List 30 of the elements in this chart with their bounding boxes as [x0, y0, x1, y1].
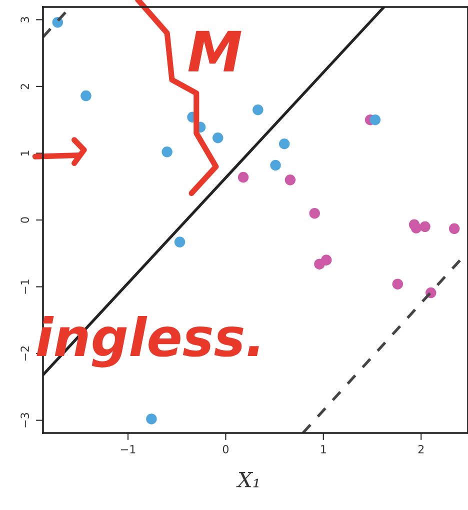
y-tick-label: 3 — [20, 17, 30, 22]
y-tick-label: −3 — [20, 413, 30, 428]
point — [370, 114, 381, 126]
y-tick-label: −1 — [20, 280, 29, 294]
point — [309, 208, 320, 219]
point — [392, 278, 404, 290]
y-tick-label: 1 — [20, 150, 29, 156]
x-tick-label: −1 — [120, 445, 136, 454]
point — [146, 414, 157, 424]
point — [270, 160, 281, 171]
x-tick-label: 1 — [321, 445, 326, 454]
point — [212, 132, 224, 144]
y-tick-label: 2 — [20, 84, 29, 90]
y-tick-label: 0 — [20, 217, 30, 223]
y-tick-label: −2 — [20, 346, 29, 361]
x-tick-label: 0 — [222, 445, 228, 454]
point — [162, 146, 172, 158]
point — [278, 138, 290, 150]
point — [320, 254, 332, 266]
point — [174, 236, 186, 248]
point — [80, 90, 92, 102]
point — [238, 172, 249, 183]
point — [448, 223, 460, 234]
x-tick-label: 2 — [418, 445, 424, 454]
point — [408, 219, 420, 230]
x-axis-title: X₁ — [236, 472, 258, 488]
point — [284, 174, 296, 186]
point — [252, 104, 264, 116]
point — [420, 221, 430, 232]
annotation: M — [188, 30, 242, 72]
